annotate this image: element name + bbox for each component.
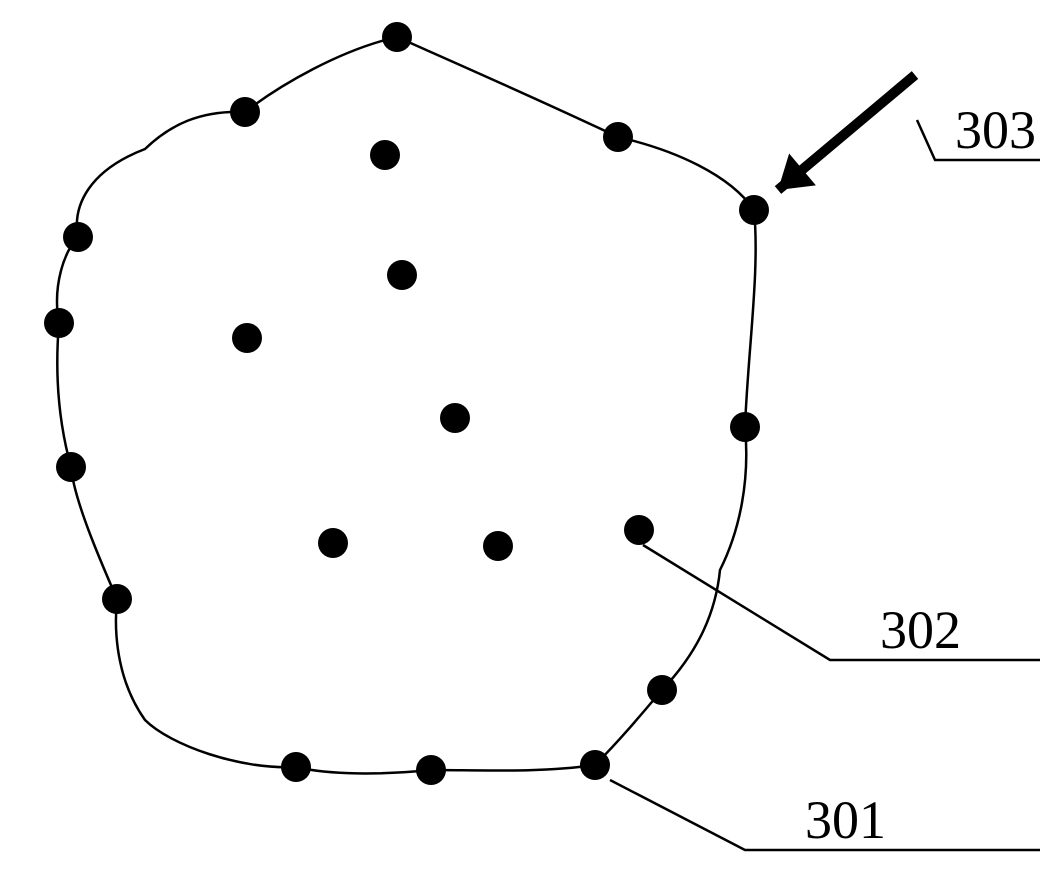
label-301: 301: [805, 790, 886, 850]
dot-9: [56, 452, 86, 482]
dot-15: [387, 260, 417, 290]
dot-12: [230, 97, 260, 127]
label-302: 302: [880, 600, 961, 660]
dot-7: [281, 752, 311, 782]
dot-2: [739, 195, 769, 225]
dot-1: [603, 122, 633, 152]
dot-11: [63, 222, 93, 252]
dot-13: [370, 140, 400, 170]
dot-14: [232, 323, 262, 353]
dot-0: [382, 22, 412, 52]
dot-4: [647, 675, 677, 705]
dot-6: [416, 755, 446, 785]
dot-8: [102, 584, 132, 614]
region-outline: [57, 37, 756, 773]
dot-19: [624, 515, 654, 545]
dot-18: [483, 531, 513, 561]
leader-302: [643, 545, 1040, 660]
diagram-canvas: 303 302 301: [0, 0, 1046, 869]
dot-3: [730, 412, 760, 442]
dot-5: [580, 750, 610, 780]
dot-17: [318, 528, 348, 558]
dot-10: [44, 308, 74, 338]
dot-16: [440, 403, 470, 433]
label-303: 303: [955, 100, 1036, 160]
